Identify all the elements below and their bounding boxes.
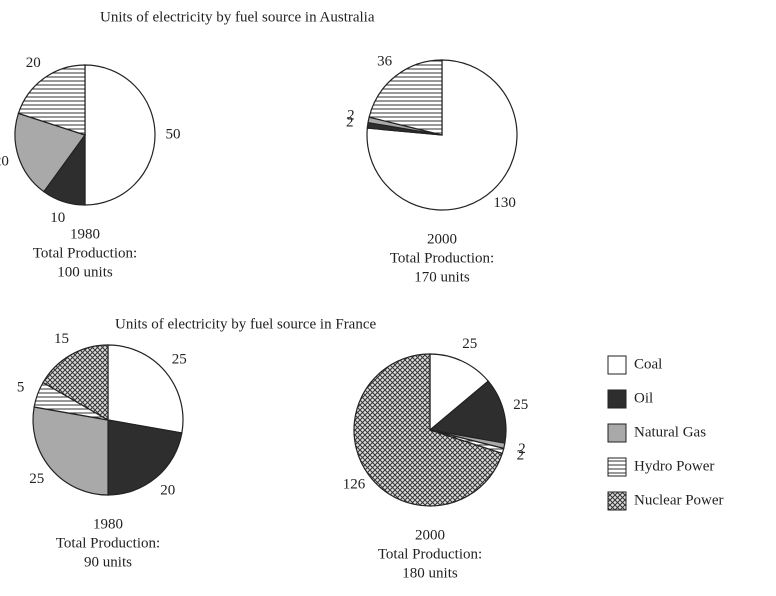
slice-label: 25	[29, 471, 44, 487]
pie-label: 1980	[70, 226, 100, 242]
slice-label: 20	[160, 483, 175, 499]
slice-label: 5	[17, 380, 25, 396]
slice-label: 50	[166, 126, 181, 142]
legend-swatch	[607, 423, 627, 443]
pie-slice	[428, 380, 507, 444]
pie-slice	[366, 59, 518, 211]
slice-label: 20	[26, 55, 41, 71]
legend-swatch	[607, 389, 627, 409]
legend-label: Coal	[634, 356, 662, 372]
pie-slice	[353, 353, 504, 507]
legend-label: Nuclear Power	[634, 492, 724, 508]
pie-slice	[429, 353, 490, 432]
pie-slice	[107, 344, 184, 434]
legend-swatch	[607, 457, 627, 477]
pie-total: 90 units	[84, 554, 132, 570]
slice-label: 10	[50, 210, 65, 226]
pie-slice	[17, 64, 86, 136]
slice-label: 2	[518, 441, 526, 457]
slice-label: 25	[172, 352, 187, 368]
pie-slice	[107, 419, 183, 496]
slice-label: 25	[462, 336, 477, 352]
pie-label: 2000	[427, 231, 457, 247]
slice-label: 2	[517, 447, 525, 463]
slice-label: 20	[0, 154, 9, 170]
slice-label: 126	[343, 477, 366, 493]
pie-subtitle: Total Production:	[390, 250, 494, 266]
legend-swatch	[607, 491, 627, 511]
slice-label: 130	[493, 195, 516, 211]
slice-label: 36	[377, 53, 393, 69]
slice-label: 25	[513, 397, 528, 413]
legend-label: Hydro Power	[634, 458, 714, 474]
slice-label: 2	[346, 114, 354, 130]
slice-label: 2	[347, 108, 355, 124]
pie-subtitle: Total Production:	[33, 245, 137, 261]
pie-slice	[368, 59, 443, 136]
pie-label: 1980	[93, 516, 123, 532]
legend-swatch	[607, 355, 627, 375]
legend-label: Oil	[634, 390, 653, 406]
pie-slice	[14, 112, 86, 193]
legend-label: Natural Gas	[634, 424, 706, 440]
pie-label: 2000	[415, 527, 445, 543]
pie-slice	[84, 64, 156, 206]
pie-total: 180 units	[402, 565, 458, 581]
pie-subtitle: Total Production:	[378, 546, 482, 562]
pie-slice	[32, 406, 109, 496]
pie-total: 170 units	[414, 269, 470, 285]
pie-slice	[42, 344, 109, 422]
pie-total: 100 units	[57, 264, 113, 280]
pie-subtitle: Total Production:	[56, 535, 160, 551]
slice-label: 15	[54, 331, 69, 347]
chart-title: Units of electricity by fuel source in F…	[115, 316, 377, 332]
chart-title: Units of electricity by fuel source in A…	[100, 9, 375, 25]
